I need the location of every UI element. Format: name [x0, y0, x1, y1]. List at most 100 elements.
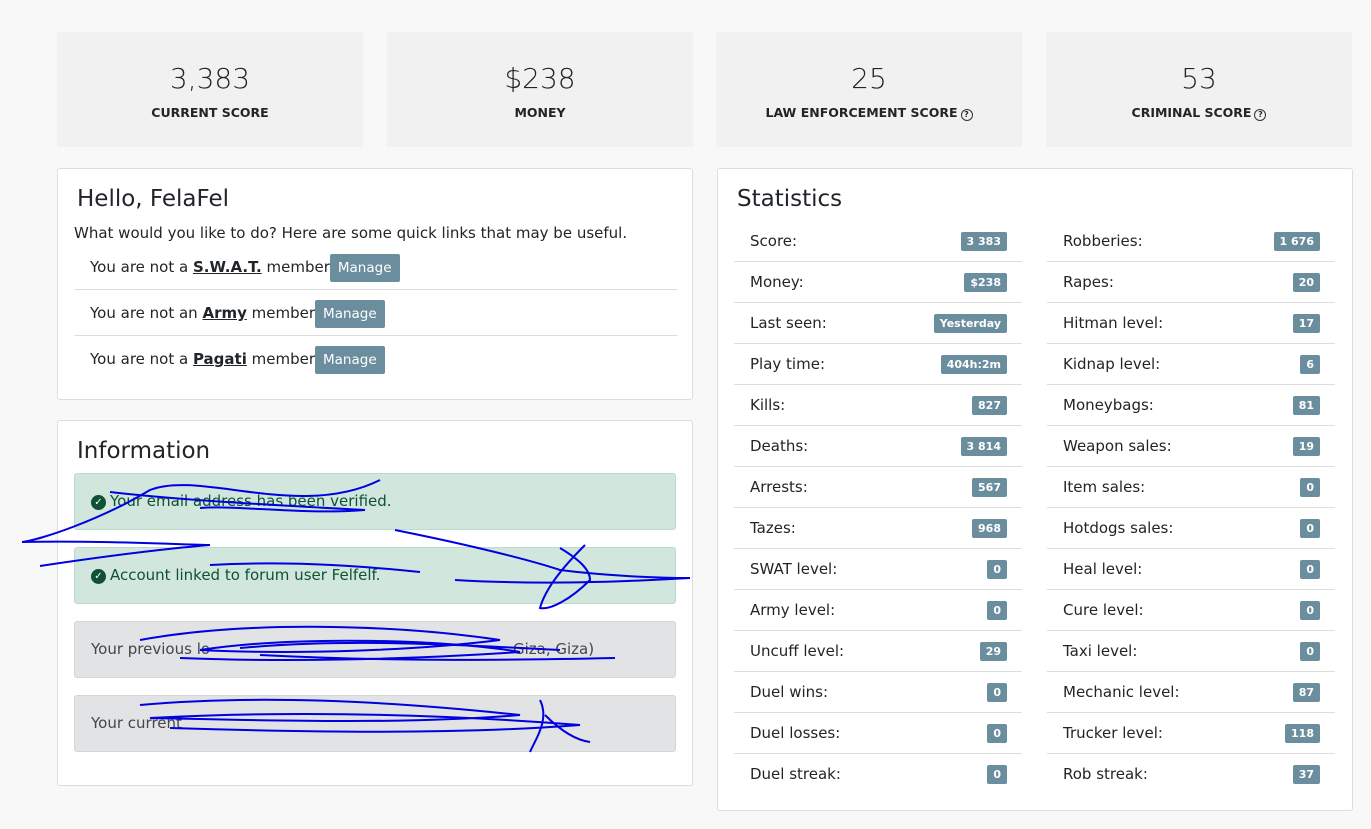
- stat-label: Duel wins:: [750, 683, 829, 701]
- summary-label: LAW ENFORCEMENT SCORE?: [716, 105, 1022, 121]
- stat-label: SWAT level:: [750, 560, 838, 578]
- stat-label: Play time:: [750, 355, 825, 373]
- summary-label: MONEY: [387, 105, 693, 120]
- stat-row: Item sales: 0: [1047, 467, 1335, 508]
- stat-row: Moneybags: 81: [1047, 385, 1335, 426]
- alert: Your previous lo Giza, Giza): [74, 621, 676, 678]
- manage-button[interactable]: Manage: [315, 345, 385, 374]
- manage-button[interactable]: Manage: [329, 253, 400, 282]
- link-row: You are not a S.W.A.T. member Manage: [75, 244, 677, 290]
- welcome-intro: What would you like to do? Here are some…: [74, 224, 628, 242]
- stat-row: Kills: 827: [734, 385, 1022, 426]
- stat-row: Heal level: 0: [1047, 549, 1335, 590]
- stat-label: Moneybags:: [1063, 396, 1154, 414]
- stat-label: Duel streak:: [750, 765, 841, 783]
- stat-row: Cure level: 0: [1047, 590, 1335, 631]
- alert: ✓ Your email address has been verified.: [74, 473, 676, 530]
- help-icon: ?: [1254, 109, 1267, 121]
- alert: ✓ Account linked to forum user Felfelf.: [74, 547, 676, 604]
- link-suffix: member: [251, 350, 316, 368]
- stat-badge: $238: [964, 273, 1007, 292]
- stat-badge: 37: [1292, 765, 1320, 784]
- link-suffix: member: [251, 304, 316, 322]
- stat-badge: 0: [987, 724, 1007, 743]
- summary-label: CRIMINAL SCORE?: [1046, 105, 1352, 121]
- stat-label: Duel losses:: [750, 724, 841, 742]
- stat-label: Hotdogs sales:: [1063, 519, 1174, 537]
- stat-row: Deaths: 3 814: [734, 426, 1022, 467]
- stat-label: Rob streak:: [1063, 765, 1148, 783]
- summary-value: 53: [1181, 62, 1217, 95]
- link-prefix: You are not an: [90, 304, 198, 322]
- help-icon: ?: [960, 109, 973, 121]
- stat-label: Trucker level:: [1063, 724, 1163, 742]
- stat-badge: 29: [979, 642, 1007, 661]
- summary-value: $238: [504, 62, 576, 95]
- stat-label: Arrests:: [750, 478, 808, 496]
- check-icon: ✓: [91, 569, 106, 584]
- stat-label: Rapes:: [1063, 273, 1114, 291]
- group-link[interactable]: S.W.A.T.: [192, 258, 262, 276]
- summary-box: $238 MONEY: [387, 32, 693, 147]
- stat-row: Score: 3 383: [734, 221, 1022, 262]
- summary-label-text: LAW ENFORCEMENT SCORE: [765, 105, 958, 120]
- link-suffix: member: [266, 258, 330, 276]
- stat-badge: 20: [1292, 273, 1320, 292]
- stat-badge: Yesterday: [933, 314, 1007, 333]
- manage-button[interactable]: Manage: [315, 299, 385, 328]
- link-prefix: You are not a: [90, 350, 189, 368]
- summary-value: 3,383: [169, 62, 251, 95]
- stat-badge: 3 814: [960, 437, 1007, 456]
- stat-label: Heal level:: [1063, 560, 1143, 578]
- stat-badge: 19: [1292, 437, 1320, 456]
- stat-badge: 87: [1292, 683, 1320, 702]
- stat-badge: 0: [987, 560, 1007, 579]
- stat-badge: 0: [1300, 519, 1320, 538]
- stat-row: Rob streak: 37: [1047, 754, 1335, 795]
- group-link[interactable]: Pagati: [192, 350, 247, 368]
- link-prefix: You are not a: [90, 258, 189, 276]
- stat-label: Weapon sales:: [1063, 437, 1172, 455]
- stat-badge: 827: [972, 396, 1007, 415]
- stat-row: Duel losses: 0: [734, 713, 1022, 754]
- alert-text: Your current: [91, 714, 182, 732]
- stat-badge: 1 676: [1273, 232, 1320, 251]
- stat-label: Uncuff level:: [750, 642, 845, 660]
- stat-badge: 17: [1292, 314, 1320, 333]
- stat-badge: 567: [972, 478, 1007, 497]
- stat-label: Tazes:: [750, 519, 796, 537]
- stat-badge: 6: [1300, 355, 1320, 374]
- stat-row: Last seen: Yesterday: [734, 303, 1022, 344]
- stat-label: Army level:: [750, 601, 836, 619]
- stat-badge: 118: [1285, 724, 1320, 743]
- welcome-card: Hello, FelaFel What would you like to do…: [57, 168, 693, 400]
- summary-box: 53 CRIMINAL SCORE?: [1046, 32, 1352, 147]
- alert: Your current: [74, 695, 676, 752]
- stat-row: Arrests: 567: [734, 467, 1022, 508]
- stat-badge: 0: [987, 601, 1007, 620]
- stat-label: Hitman level:: [1063, 314, 1164, 332]
- summary-value: 25: [851, 62, 887, 95]
- stat-row: Play time: 404h:2m: [734, 344, 1022, 385]
- alert-text: Account linked to forum user Felfelf.: [110, 566, 381, 584]
- stat-badge: 404h:2m: [940, 355, 1007, 374]
- alert-text: Your email address has been verified.: [110, 492, 392, 510]
- stat-label: Kidnap level:: [1063, 355, 1161, 373]
- stat-row: Hitman level: 17: [1047, 303, 1335, 344]
- welcome-title: Hello, FelaFel: [77, 186, 230, 212]
- stat-badge: 0: [1300, 478, 1320, 497]
- stat-label: Item sales:: [1063, 478, 1146, 496]
- stat-badge: 0: [987, 683, 1007, 702]
- stat-label: Robberies:: [1063, 232, 1143, 250]
- stat-label: Score:: [750, 232, 798, 250]
- summary-label-text: CRIMINAL SCORE: [1131, 105, 1252, 120]
- group-link[interactable]: Army: [202, 304, 247, 322]
- summary-label-text: CURRENT SCORE: [151, 105, 269, 120]
- stat-badge: 0: [1300, 642, 1320, 661]
- information-card: Information ✓ Your email address has been…: [57, 420, 693, 786]
- stat-badge: 0: [987, 765, 1007, 784]
- stat-row: Weapon sales: 19: [1047, 426, 1335, 467]
- stat-badge: 0: [1300, 601, 1320, 620]
- stat-label: Money:: [750, 273, 804, 291]
